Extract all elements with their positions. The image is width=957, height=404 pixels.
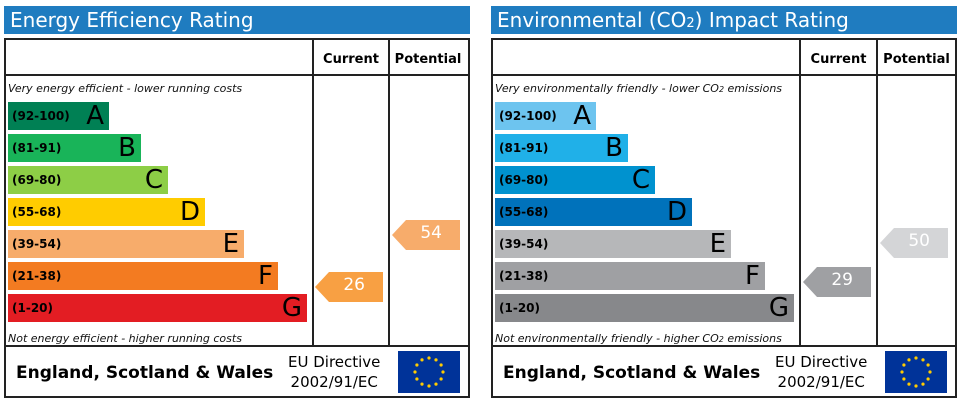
env-bottom-note: Not environmentally friendly - higher CO…	[495, 332, 782, 345]
energy-frame: Current Potential Very energy efficient …	[4, 38, 470, 398]
environmental-title-sub: 2	[686, 16, 695, 31]
env-eu-directive: EU Directive 2002/91/EC	[775, 352, 867, 392]
energy-band-letter: E	[222, 229, 239, 259]
env-col-divider-1	[799, 40, 801, 347]
env-band-letter: E	[709, 229, 726, 259]
env-current-header: Current	[810, 52, 867, 67]
energy-top-note: Very energy efficient - lower running co…	[8, 82, 243, 95]
energy-header-divider	[6, 74, 468, 76]
energy-efficiency-panel: Energy Efficiency Rating Current Potenti…	[4, 6, 470, 398]
energy-footer-country: England, Scotland & Wales	[16, 363, 274, 383]
energy-current-header: Current	[323, 52, 379, 67]
env-footer-country: England, Scotland & Wales	[503, 363, 761, 383]
energy-band-g: (1-20) G	[8, 293, 307, 323]
energy-band-b: (81-91) B	[8, 133, 141, 163]
env-potential-header: Potential	[883, 52, 950, 67]
env-top-note-suffix: emissions	[724, 82, 783, 95]
energy-band-d: (55-68) D	[8, 197, 205, 227]
energy-bottom-note: Not energy efficient - higher running co…	[8, 332, 242, 345]
env-bottom-note-suffix: emissions	[723, 332, 782, 345]
energy-band-range: (1-20)	[12, 301, 53, 315]
env-band-range: (1-20)	[499, 301, 540, 315]
env-top-note-prefix: Very environmentally friendly - lower CO	[495, 82, 719, 95]
energy-directive-line2: 2002/91/EC	[290, 373, 378, 391]
env-potential-rating-value: 50	[908, 230, 930, 251]
env-band-a: (92-100) A	[495, 101, 596, 131]
energy-potential-rating-arrow: 54	[392, 220, 460, 250]
env-band-b: (81-91) B	[495, 133, 628, 163]
env-footer-divider	[493, 345, 955, 347]
energy-band-range: (92-100)	[12, 109, 70, 123]
env-bottom-note-sub: 2	[718, 335, 724, 344]
env-current-rating-arrow: 29	[803, 267, 871, 298]
env-band-letter: F	[745, 261, 760, 291]
energy-band-letter: D	[179, 197, 200, 227]
env-top-note: Very environmentally friendly - lower CO…	[495, 82, 782, 95]
energy-col-divider-1	[312, 40, 314, 347]
energy-footer-divider	[6, 345, 468, 347]
energy-potential-rating-value: 54	[420, 223, 442, 243]
energy-potential-header: Potential	[394, 52, 462, 67]
eu-flag-icon	[885, 351, 947, 393]
environmental-title-suffix: ) Impact Rating	[694, 8, 849, 32]
environmental-impact-panel: Environmental (CO2) Impact Rating Curren…	[491, 6, 957, 398]
energy-band-c: (69-80) C	[8, 165, 168, 195]
env-band-range: (92-100)	[499, 109, 557, 123]
env-band-range: (55-68)	[499, 205, 549, 219]
energy-directive-line1: EU Directive	[288, 353, 381, 371]
env-band-letter: G	[768, 293, 789, 323]
eu-flag-icon	[398, 351, 460, 393]
environmental-frame: Current Potential Very environmentally f…	[491, 38, 957, 398]
energy-band-letter: C	[144, 165, 163, 195]
env-band-e: (39-54) E	[495, 229, 731, 259]
energy-title: Energy Efficiency Rating	[4, 6, 470, 34]
energy-band-a: (92-100) A	[8, 101, 109, 131]
env-band-range: (39-54)	[499, 237, 549, 251]
environmental-title-prefix: Environmental (CO	[497, 8, 687, 32]
energy-band-letter: G	[281, 293, 302, 323]
env-band-d: (55-68) D	[495, 197, 692, 227]
env-band-letter: B	[605, 133, 623, 163]
energy-band-letter: F	[258, 261, 273, 291]
energy-band-f: (21-38) F	[8, 261, 278, 291]
env-band-f: (21-38) F	[495, 261, 765, 291]
environmental-title: Environmental (CO2) Impact Rating	[491, 6, 957, 34]
energy-eu-directive: EU Directive 2002/91/EC	[288, 352, 380, 392]
env-band-g: (1-20) G	[495, 293, 794, 323]
env-band-letter: D	[666, 197, 687, 227]
env-potential-rating-arrow: 50	[880, 227, 948, 258]
env-band-range: (21-38)	[499, 269, 549, 283]
env-bottom-note-prefix: Not environmentally friendly - higher CO	[495, 332, 719, 345]
energy-band-letter: A	[86, 101, 104, 131]
env-band-letter: A	[573, 101, 591, 131]
energy-band-range: (55-68)	[12, 205, 62, 219]
energy-band-range: (39-54)	[12, 237, 62, 251]
env-directive-line2: 2002/91/EC	[777, 373, 865, 391]
energy-band-range: (69-80)	[12, 173, 62, 187]
env-band-range: (81-91)	[499, 141, 549, 155]
energy-current-rating-value: 26	[343, 275, 365, 296]
energy-band-range: (21-38)	[12, 269, 62, 283]
energy-band-range: (81-91)	[12, 141, 62, 155]
env-directive-line1: EU Directive	[775, 353, 868, 371]
env-header-divider	[493, 74, 955, 76]
energy-band-e: (39-54) E	[8, 229, 244, 259]
env-top-note-sub: 2	[718, 85, 725, 94]
energy-current-rating-arrow: 26	[315, 272, 383, 303]
env-band-c: (69-80) C	[495, 165, 655, 195]
energy-band-letter: B	[118, 133, 136, 163]
energy-col-divider-2	[388, 40, 390, 347]
env-col-divider-2	[876, 40, 878, 347]
env-band-range: (69-80)	[499, 173, 549, 187]
env-band-letter: C	[631, 165, 650, 195]
env-current-rating-value: 29	[831, 270, 853, 291]
